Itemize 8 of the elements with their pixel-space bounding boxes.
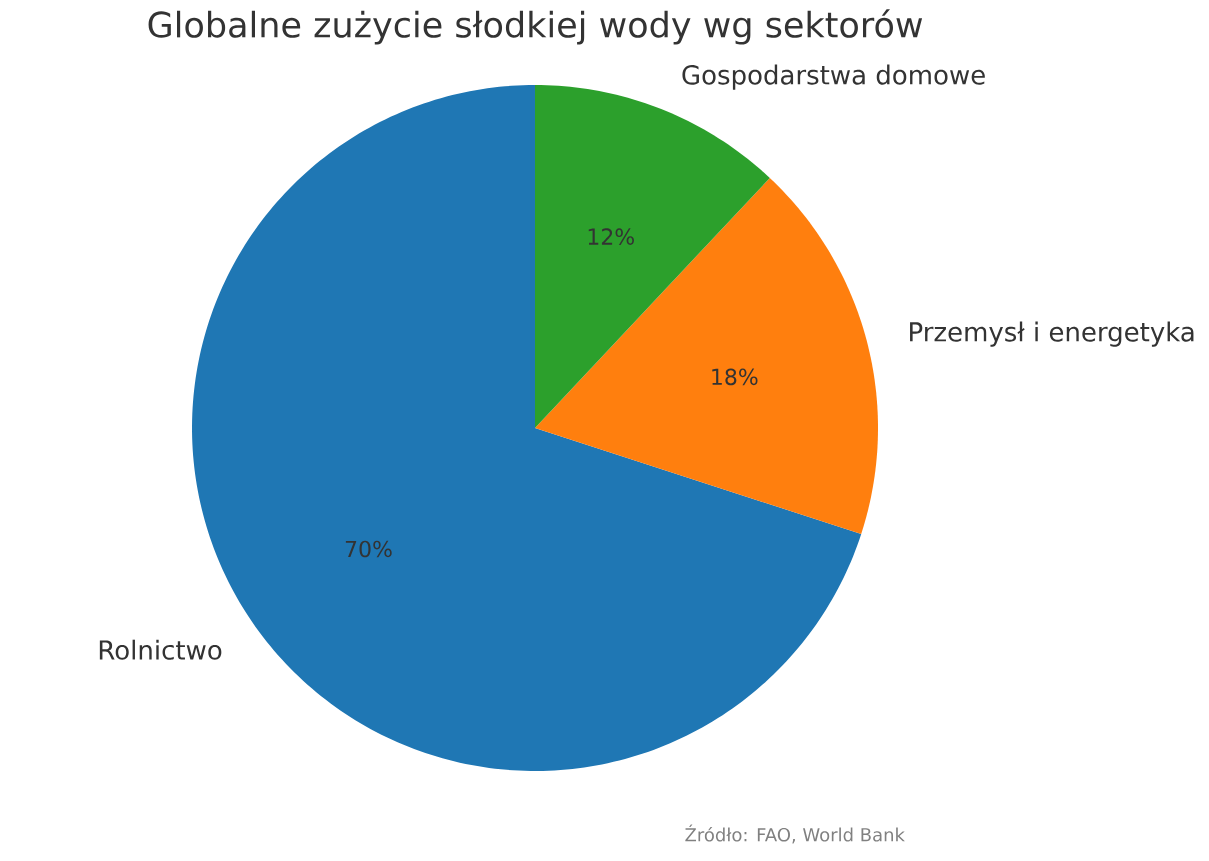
- data-label: 12%: [588, 228, 634, 245]
- chart-title: Globalne zużycie słodkiej wody wg sektorów: [148, 9, 923, 45]
- text: Źródło: FAO, World Bank: [685, 824, 905, 844]
- data-label: 70%: [345, 540, 392, 558]
- data-label: 18%: [712, 368, 758, 386]
- slice-label: Przemysł i energetyka: [910, 321, 1194, 347]
- slice-label: Rolnictwo: [99, 639, 222, 660]
- slice-label: Gospodarstwa domowe: [682, 64, 985, 90]
